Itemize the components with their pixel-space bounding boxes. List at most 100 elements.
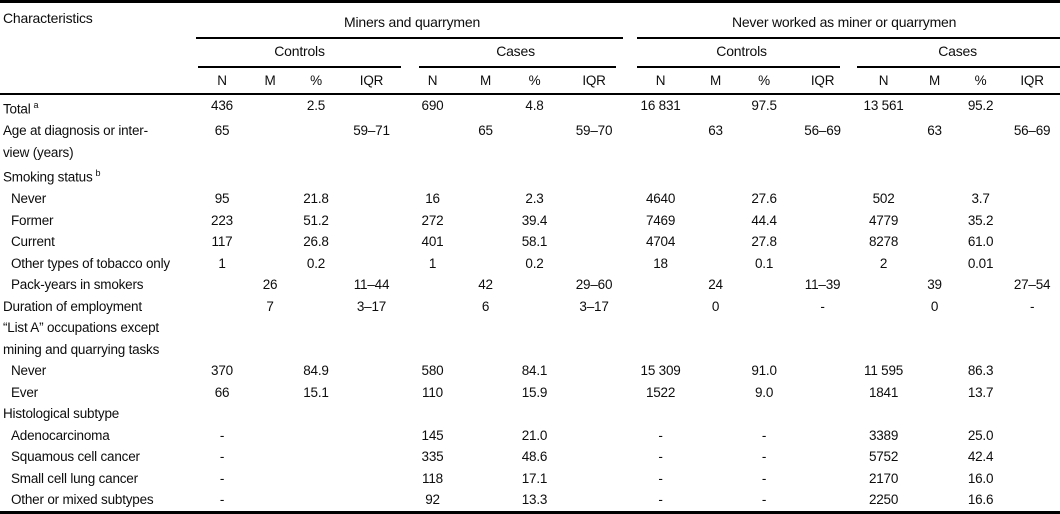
table-cell (340, 163, 403, 188)
table-cell (693, 403, 738, 425)
table-cell: 0 (711, 298, 720, 314)
table-body: Total a 436 2.5 690 4.8 16 831 97.5 13 561 95.2 Ag… (0, 94, 1060, 512)
table-cell: 5752 (868, 449, 899, 464)
table-cell (790, 317, 855, 360)
table-cell (292, 317, 340, 360)
table-cell: 39 (927, 277, 942, 292)
table-cell: 91.0 (751, 363, 777, 378)
table-cell (560, 231, 628, 253)
row-label: Never (0, 360, 196, 382)
table-cell (403, 163, 462, 188)
table-cell (462, 210, 509, 232)
table-cell: 2.5 (306, 98, 326, 113)
table-cell: 66 (214, 384, 230, 400)
table-cell (462, 403, 509, 425)
table-cell (912, 210, 957, 232)
table-cell (957, 163, 1004, 188)
table-cell (248, 253, 292, 275)
table-cell (248, 489, 292, 512)
row-label: Age at diagnosis or inter-view (years) (0, 120, 196, 163)
table-cell (509, 274, 560, 296)
table-cell: 61.0 (967, 234, 994, 249)
row-label-text: Adenocarcinoma (11, 427, 110, 443)
table-cell (560, 94, 628, 120)
row-label: Duration of employment (0, 296, 196, 318)
table-cell (628, 403, 693, 425)
table-cell (912, 188, 957, 210)
table-cell (462, 468, 509, 490)
subgroup-never-worked-controls: Controls (628, 39, 855, 68)
table-cell: 26 (262, 277, 278, 292)
row-label: Ever (0, 382, 196, 404)
table-cell (1004, 446, 1060, 468)
row-label-text-line2: view (years) (3, 144, 74, 160)
table-cell: 95.2 (967, 98, 994, 113)
table-cell: 370 (211, 363, 233, 378)
table-cell: 4779 (868, 212, 899, 228)
row-label-text: Other or mixed subtypes (11, 492, 154, 507)
table-cell (292, 489, 340, 512)
table-row: Smoking status b (0, 163, 1060, 188)
table-cell (855, 163, 912, 188)
table-cell (560, 317, 628, 360)
table-cell (248, 403, 292, 425)
table-cell (248, 425, 292, 447)
table-cell (462, 317, 509, 360)
subgroup-rule (419, 66, 617, 68)
table-cell: 580 (421, 363, 444, 378)
table-cell (912, 317, 957, 360)
table-cell (628, 163, 693, 188)
subgroup-label: Controls (274, 43, 325, 59)
table-cell: 13.3 (521, 492, 548, 507)
table-cell: 58.1 (521, 234, 548, 249)
table-cell (292, 446, 340, 468)
table-cell (855, 120, 912, 163)
table-cell (340, 253, 403, 275)
table-cell: 436 (211, 98, 233, 113)
stat-header-m: M (912, 68, 958, 95)
table-cell: 2250 (868, 492, 899, 507)
table-cell (462, 360, 509, 382)
table-cell (855, 403, 912, 425)
table-cell (693, 94, 738, 120)
table-cell (693, 253, 738, 275)
table-cell: 0.01 (967, 255, 994, 271)
table-cell (340, 425, 403, 447)
table-cell: 15.1 (303, 384, 329, 400)
subgroup-label: Controls (716, 43, 767, 59)
table-cell: 16 (425, 191, 440, 206)
table-cell: 0.1 (754, 255, 774, 271)
table-cell: 4.8 (525, 98, 544, 113)
table-cell: 16.6 (967, 492, 994, 507)
table-cell (790, 188, 855, 210)
table-cell (1004, 94, 1060, 120)
table-cell (340, 210, 403, 232)
table-row: Current 117 26.8 401 58.1 4704 27.8 8278 61.0 (0, 231, 1060, 253)
table-cell: 84.9 (303, 363, 329, 378)
table-cell (628, 120, 693, 163)
table-cell: 8278 (868, 234, 899, 249)
table-cell (462, 163, 509, 188)
table-cell: 3–17 (579, 298, 609, 314)
table-cell (509, 296, 560, 318)
table-cell (403, 274, 462, 296)
table-cell (1004, 231, 1060, 253)
table-cell: 15 309 (640, 363, 681, 378)
table-cell: 11 595 (864, 363, 904, 378)
table-row: Small cell lung cancer - 118 17.1 - - 2170 16.0 (0, 468, 1060, 490)
group-label-miners: Miners and quarrymen (344, 14, 481, 30)
table-cell: 65 (478, 123, 493, 138)
group-header-never-worked: Never worked as miner or quarrymen (628, 2, 1060, 39)
stat-header-n: N (403, 68, 462, 95)
table-cell (462, 489, 509, 512)
table-cell (403, 317, 462, 360)
table-cell (1004, 317, 1060, 360)
table-cell (292, 163, 340, 188)
table-cell (912, 425, 957, 447)
row-label-text: Current (11, 234, 55, 249)
table-cell (462, 425, 509, 447)
table-cell: 502 (872, 191, 895, 206)
table-cell: 35.2 (967, 212, 994, 228)
table-cell (790, 382, 855, 404)
table-cell (912, 253, 957, 275)
